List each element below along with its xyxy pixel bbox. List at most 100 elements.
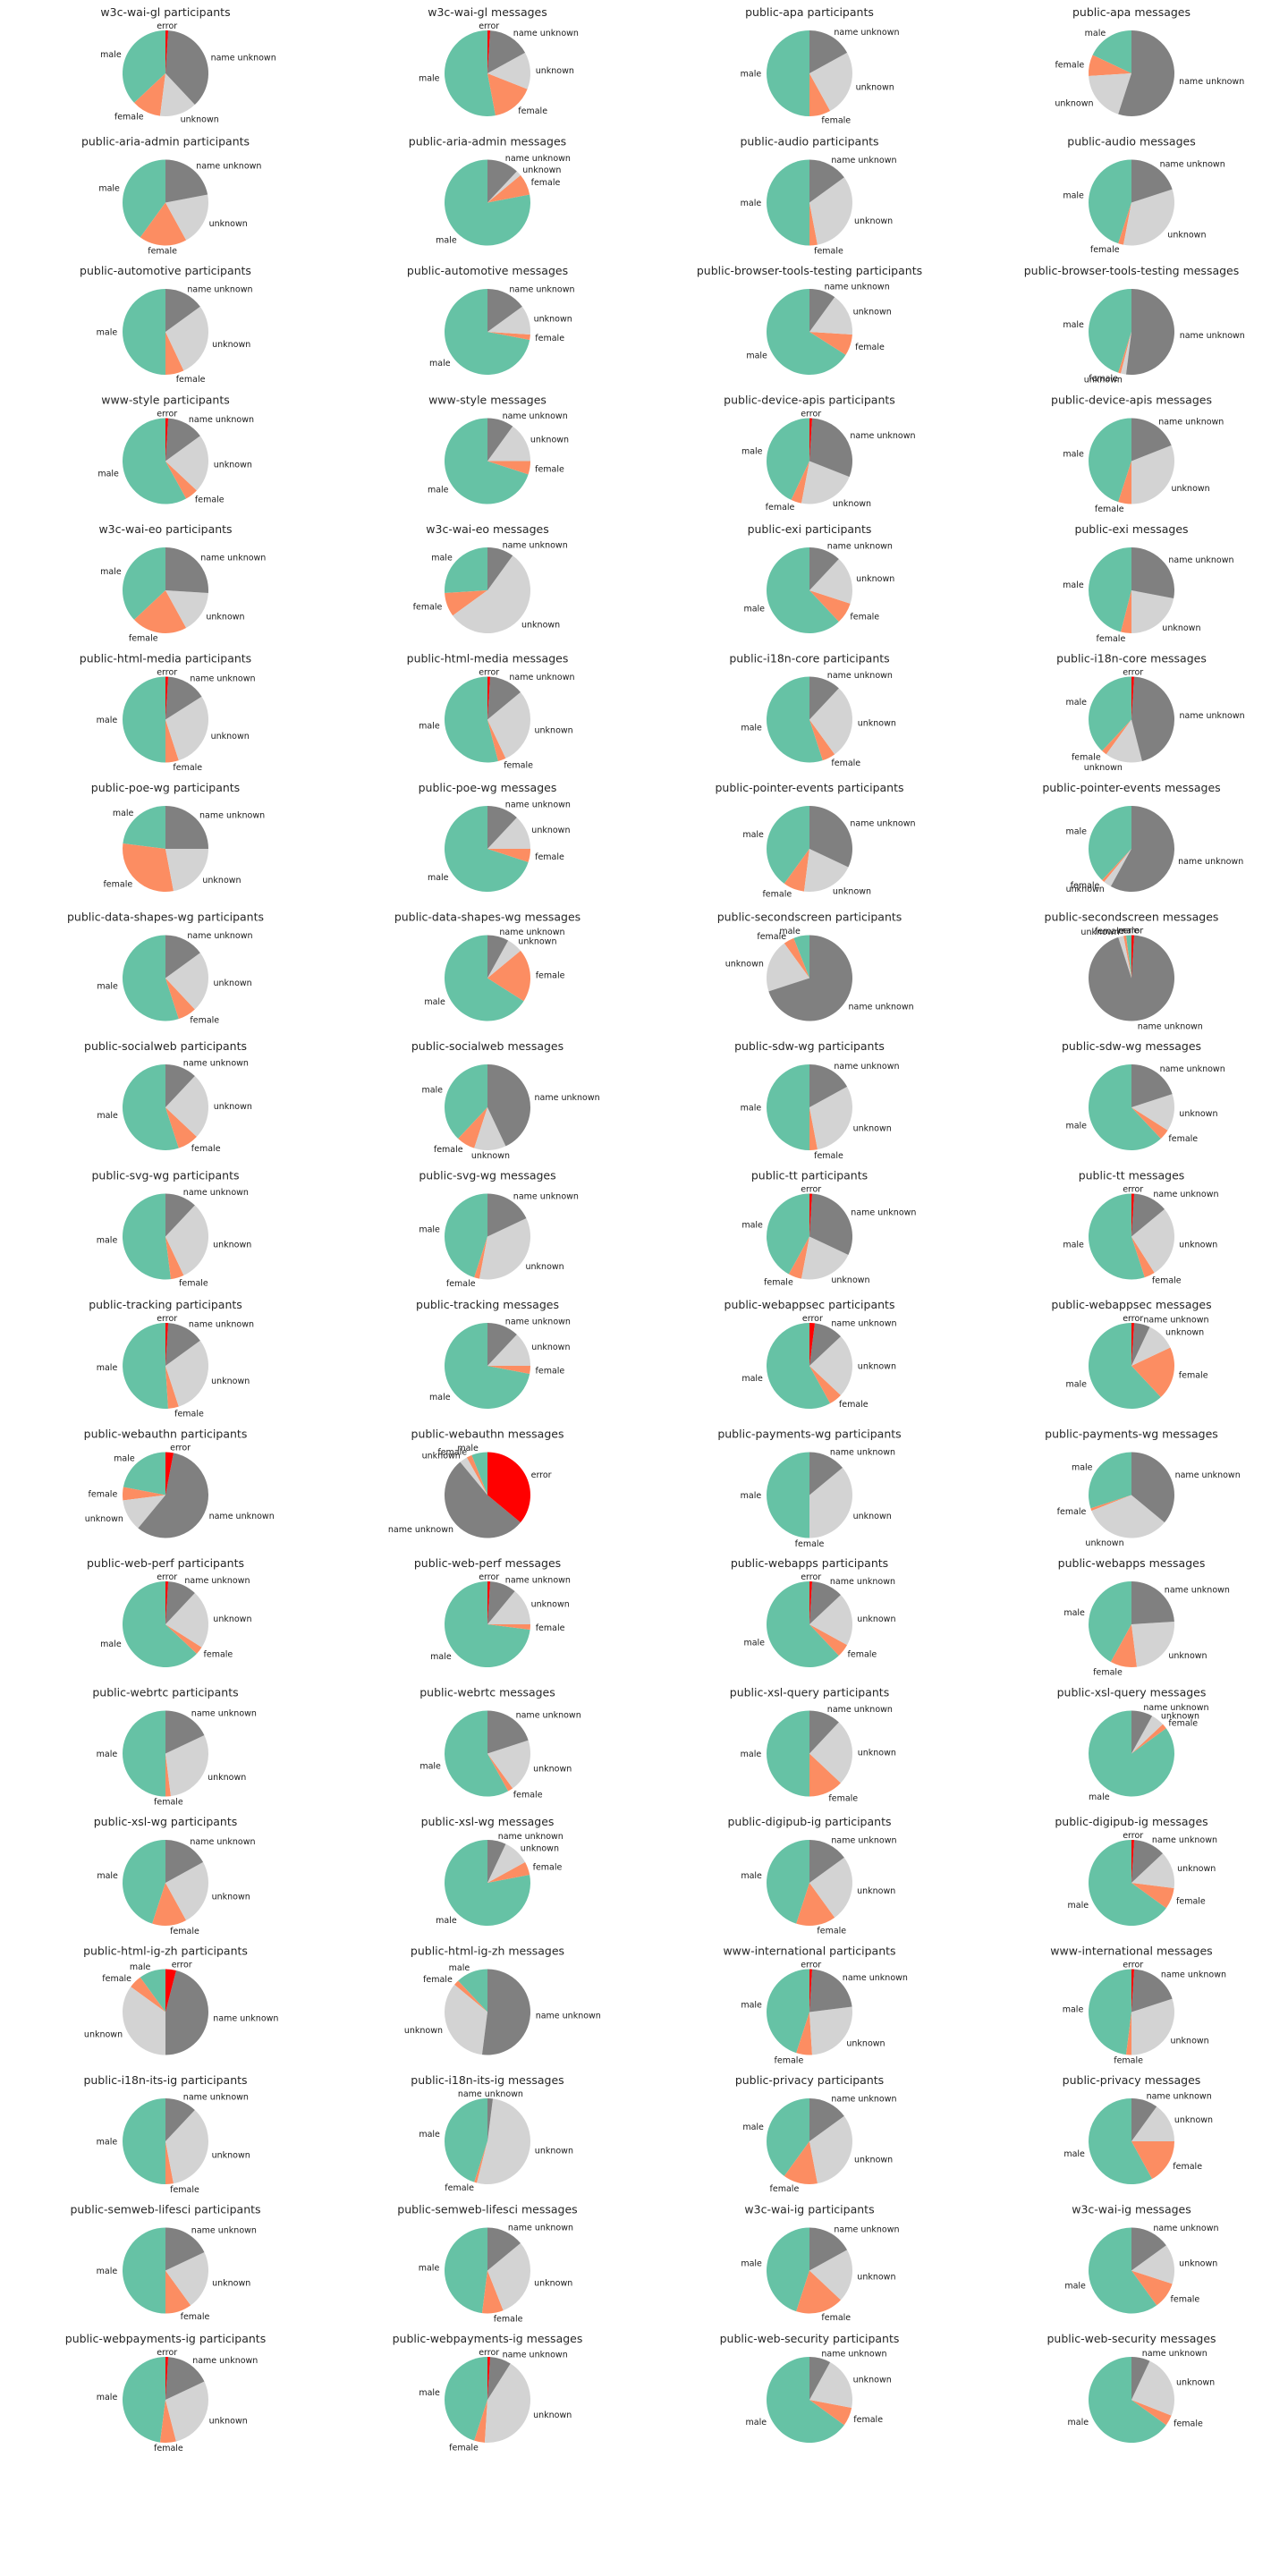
slice-label-unknown: unknown xyxy=(1177,1864,1216,1874)
slice-label-male: male xyxy=(741,199,762,208)
slice-label-female: female xyxy=(445,2183,474,2193)
chart-title: public-aria-admin messages xyxy=(409,135,566,148)
chart-title: public-html-ig-zh messages xyxy=(411,1945,564,1958)
pie-slice-male xyxy=(122,547,165,620)
pie-slice-female xyxy=(809,2400,852,2426)
pie-slice-female xyxy=(1102,849,1131,882)
pie-slice-name-unknown xyxy=(809,289,835,332)
pie-slice-male xyxy=(123,806,165,849)
pie-slice-name-unknown xyxy=(165,1323,200,1366)
slice-label-unknown: unknown xyxy=(535,2147,573,2157)
pie-slice-male xyxy=(1089,1323,1161,1409)
pie-slice-unknown xyxy=(487,818,530,849)
pie-chart-public-webapps-participants: public-webapps participants male female unk… xyxy=(731,1556,895,1667)
chart-title: public-browser-tools-testing messages xyxy=(1024,264,1240,277)
chart-title: public-xsl-wg messages xyxy=(421,1815,555,1828)
pie-slice-male xyxy=(445,2357,487,2441)
pie-slice-unknown xyxy=(1089,73,1131,114)
pie-chart-public-browser-tools-testing-messages: public-browser-tools-testing messages mal… xyxy=(1024,264,1245,385)
pie-slice-male xyxy=(458,1969,487,2012)
slice-label-male: male xyxy=(1063,580,1084,590)
slice-label-unknown: unknown xyxy=(853,1123,892,1133)
pie-slice-male xyxy=(445,1193,487,1278)
pie-slice-female xyxy=(466,1454,487,1496)
pie-slice-female xyxy=(487,849,530,862)
pie-slice-female xyxy=(487,950,531,1002)
pie-chart-public-poe-wg-participants: public-poe-wg participants male female unkn… xyxy=(91,781,265,892)
slice-label-unknown: unknown xyxy=(530,436,569,445)
pie-chart-public-xsl-query-participants: public-xsl-query participants male female u… xyxy=(730,1686,896,1804)
slice-label-male: male xyxy=(741,1221,763,1231)
chart-title: public-tt participants xyxy=(751,1169,868,1182)
pie-chart-w3c-wai-eo-participants: w3c-wai-eo participants male female unknown… xyxy=(98,522,266,644)
slice-label-male: male xyxy=(1068,2418,1089,2428)
pie-slice-unknown xyxy=(801,1236,849,1280)
slice-label-male: male xyxy=(430,1652,452,1662)
chart-title: public-tracking participants xyxy=(89,1298,242,1311)
slice-label-female: female xyxy=(1176,1896,1206,1906)
pie-slice-female xyxy=(1131,2400,1172,2426)
pie-slice-female xyxy=(809,719,835,761)
slice-label-female: female xyxy=(102,1974,131,1984)
slice-label-error: error xyxy=(802,1314,823,1324)
slice-label-unknown: unknown xyxy=(404,2026,443,2036)
pie-slice-male xyxy=(123,2357,165,2443)
pie-chart-public-webrtc-messages: public-webrtc messages male female unknown n… xyxy=(419,1686,581,1801)
slice-label-unknown: unknown xyxy=(1080,928,1119,937)
slice-label-male: male xyxy=(428,873,449,883)
slice-label-female: female xyxy=(154,2444,183,2453)
pie-chart-public-payments-wg-participants: public-payments-wg participants male femal… xyxy=(717,1428,901,1549)
slice-label-unknown: unknown xyxy=(531,1343,570,1352)
slice-label-female: female xyxy=(757,932,786,942)
pie-slice-female xyxy=(165,461,197,499)
pie-slice-unknown xyxy=(1131,2360,1175,2416)
slice-label-male: male xyxy=(746,2418,767,2428)
pie-chart-public-web-security-participants: public-web-security participants male fema… xyxy=(720,2332,899,2443)
pie-slice-name-unknown xyxy=(487,1581,515,1624)
slice-label-error: error xyxy=(531,1470,552,1480)
slice-label-error: error xyxy=(157,409,177,419)
pie-slice-male xyxy=(767,159,809,246)
chart-title: public-semweb-lifesci participants xyxy=(70,2203,260,2216)
slice-label-female: female xyxy=(1071,881,1100,891)
slice-label-unknown: unknown xyxy=(526,1262,564,1272)
slice-label-female: female xyxy=(1089,374,1118,384)
pie-slice-unknown xyxy=(1131,1094,1174,1131)
slice-label-unknown: unknown xyxy=(209,2416,248,2426)
slice-label-female: female xyxy=(1093,1667,1123,1677)
pie-slice-name-unknown xyxy=(165,547,209,594)
slice-label-female: female xyxy=(817,1927,846,1936)
slice-label-male: male xyxy=(1065,827,1087,837)
pie-slice-female xyxy=(165,719,179,763)
pie-slice-unknown xyxy=(1131,1853,1174,1889)
pie-slice-unknown xyxy=(165,2110,209,2184)
pie-slice-error xyxy=(809,1323,816,1366)
slice-label-error: error xyxy=(1123,926,1143,936)
slice-label-female: female xyxy=(764,1278,793,1288)
pie-slice-name-unknown xyxy=(165,30,209,105)
pie-slice-error xyxy=(165,676,169,720)
pie-slice-name-unknown xyxy=(487,935,509,979)
chart-title: public-socialweb messages xyxy=(411,1039,564,1053)
pie-slice-unknown xyxy=(165,1076,209,1137)
slice-label-name-unknown: name unknown xyxy=(209,1512,275,1521)
slice-label-error: error xyxy=(1123,1314,1143,1324)
pie-chart-public-secondscreen-participants: public-secondscreen participants malefema… xyxy=(717,911,914,1021)
pie-slice-unknown xyxy=(487,1335,530,1366)
pie-chart-w3c-wai-eo-messages: w3c-wai-eo messages male female unknown name… xyxy=(413,522,568,634)
slice-label-female: female xyxy=(103,880,132,890)
chart-title: public-sdw-wg messages xyxy=(1062,1039,1201,1053)
slice-label-unknown: unknown xyxy=(209,219,248,229)
slice-label-female: female xyxy=(190,1015,219,1025)
pie-slice-unknown xyxy=(159,73,195,116)
pie-slice-unknown xyxy=(165,306,208,371)
slice-label-name-unknown: name unknown xyxy=(850,431,915,441)
pie-slice-unknown xyxy=(1118,936,1131,979)
slice-label-name-unknown: name unknown xyxy=(199,811,265,821)
slice-label-male: male xyxy=(1065,1379,1087,1389)
pie-slice-error xyxy=(165,418,169,462)
pie-chart-public-apa-messages: public-apa messages male female unknown name… xyxy=(1055,5,1244,116)
slice-label-unknown: unknown xyxy=(1085,1538,1123,1548)
pie-slice-name-unknown xyxy=(1131,1064,1173,1107)
